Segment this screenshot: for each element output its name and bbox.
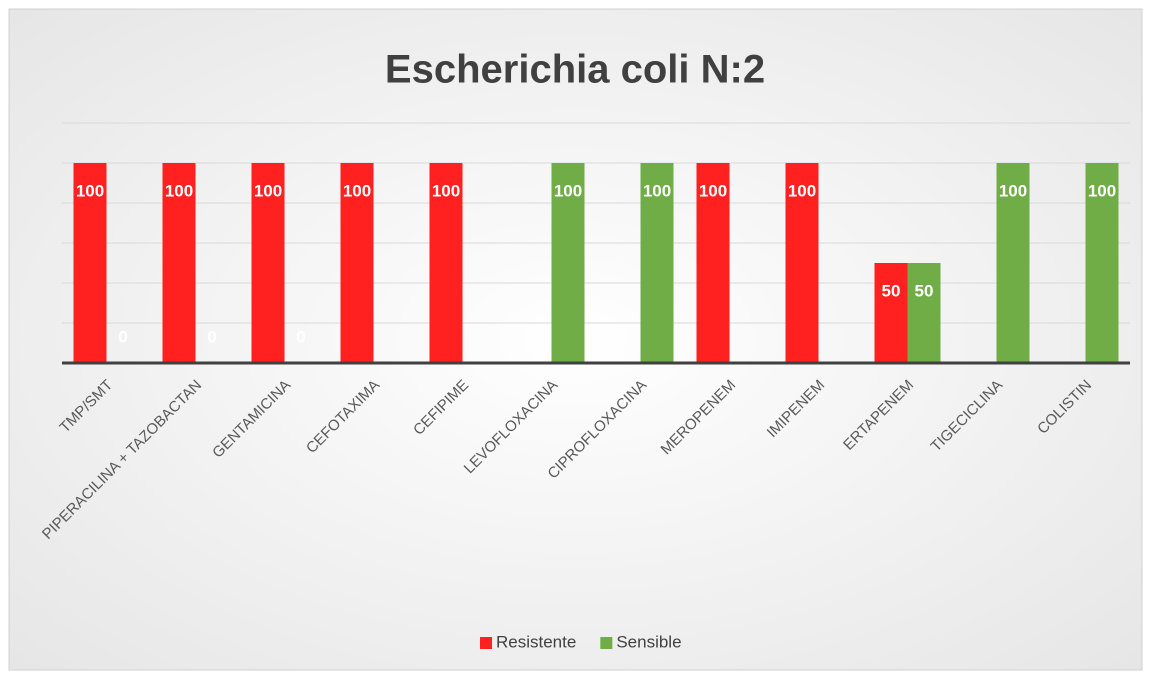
- data-label: 100: [643, 181, 671, 200]
- bar: [429, 163, 463, 363]
- chart-title: Escherichia coli N:2: [385, 48, 765, 92]
- data-label: 100: [432, 181, 460, 200]
- bar: [696, 163, 730, 363]
- bar: [73, 163, 107, 363]
- data-label: 100: [343, 181, 371, 200]
- legend-swatch: [480, 637, 492, 649]
- data-label: 50: [882, 281, 901, 300]
- data-label: 100: [788, 181, 816, 200]
- legend: Resistente Sensible: [480, 632, 682, 651]
- bar: [1085, 163, 1119, 363]
- bar: [785, 163, 819, 363]
- data-label: 100: [1088, 181, 1116, 200]
- data-label: 100: [554, 181, 582, 200]
- bar: [907, 263, 941, 363]
- bar: [874, 263, 908, 363]
- bar: [551, 163, 585, 363]
- data-label: 0: [296, 327, 305, 346]
- legend-label: Resistente: [496, 632, 576, 651]
- data-label: 0: [207, 327, 216, 346]
- data-label: 100: [254, 181, 282, 200]
- legend-swatch: [600, 637, 613, 649]
- bar: [340, 163, 374, 363]
- data-label: 100: [999, 181, 1027, 200]
- bar: [996, 163, 1030, 363]
- data-label: 100: [76, 181, 104, 200]
- legend-label: Sensible: [616, 632, 681, 651]
- data-label: 50: [915, 281, 934, 300]
- bar: [162, 163, 196, 363]
- data-label: 0: [118, 327, 127, 346]
- bar: [640, 163, 674, 363]
- bar: [251, 163, 285, 363]
- data-label: 100: [699, 181, 727, 200]
- data-label: 100: [165, 181, 193, 200]
